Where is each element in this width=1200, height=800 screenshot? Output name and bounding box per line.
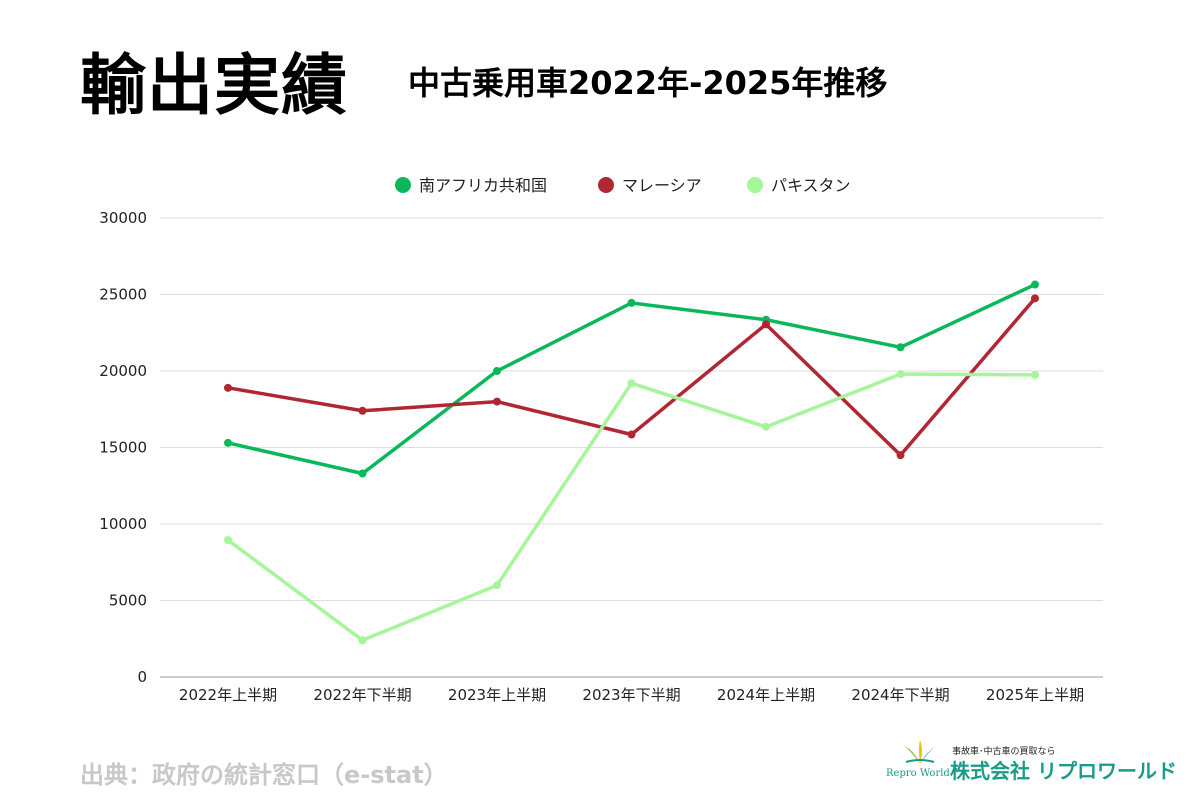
- x-tick-label: 2023年下半期: [582, 686, 680, 704]
- data-point: [358, 636, 367, 645]
- data-point: [762, 422, 770, 431]
- data-point: [358, 469, 367, 478]
- logo-brand: Repro World: [886, 768, 950, 779]
- series-line-0: [227, 282, 1036, 476]
- x-tick-label: 2022年下半期: [313, 686, 411, 704]
- data-point: [493, 397, 501, 406]
- legend-marker: [747, 177, 763, 193]
- page-title: 輸出実績: [80, 47, 348, 124]
- company-logo: Repro World 事故車･中古車の買取なら 株式会社 リプロワールド: [886, 740, 1177, 784]
- legend-marker: [598, 177, 614, 193]
- data-point: [896, 370, 905, 379]
- x-tick-label: 2023年上半期: [448, 686, 546, 704]
- y-tick-label: 25000: [99, 286, 147, 304]
- leaf-logo-icon: [904, 740, 936, 764]
- x-tick-label: 2025年上半期: [986, 686, 1084, 704]
- data-point: [358, 406, 367, 415]
- x-tick-label: 2024年上半期: [717, 686, 815, 704]
- legend-marker: [395, 177, 411, 193]
- legend-label: 南アフリカ共和国: [419, 176, 547, 195]
- data-point: [224, 383, 232, 392]
- y-tick-label: 20000: [99, 362, 147, 380]
- y-tick-label: 15000: [99, 439, 147, 457]
- y-tick-label: 10000: [99, 515, 147, 533]
- page-subtitle: 中古乗用車2022年-2025年推移: [408, 64, 888, 102]
- data-point: [627, 379, 636, 388]
- y-tick-label: 0: [137, 668, 147, 686]
- legend-label: パキスタン: [771, 176, 851, 195]
- data-point: [627, 430, 636, 439]
- source-note: 出典：政府の統計窓口（e-stat）: [80, 761, 448, 789]
- data-point: [1031, 280, 1039, 289]
- data-point: [493, 581, 501, 590]
- y-tick-label: 30000: [99, 209, 147, 227]
- data-point: [1031, 370, 1039, 379]
- data-point: [224, 438, 232, 447]
- y-tick-label: 5000: [109, 592, 147, 610]
- logo-company: 株式会社 リプロワールド: [950, 759, 1177, 783]
- legend-label: マレーシア: [622, 176, 702, 195]
- data-point: [896, 343, 905, 352]
- logo-tagline: 事故車･中古車の買取なら: [952, 747, 1056, 757]
- data-point: [1031, 294, 1039, 303]
- data-point: [896, 451, 905, 460]
- data-point: [224, 536, 232, 545]
- x-tick-label: 2024年下半期: [851, 686, 949, 704]
- data-point: [493, 367, 501, 375]
- data-point: [762, 320, 770, 329]
- x-tick-label: 2022年上半期: [179, 686, 277, 704]
- data-point: [627, 298, 636, 307]
